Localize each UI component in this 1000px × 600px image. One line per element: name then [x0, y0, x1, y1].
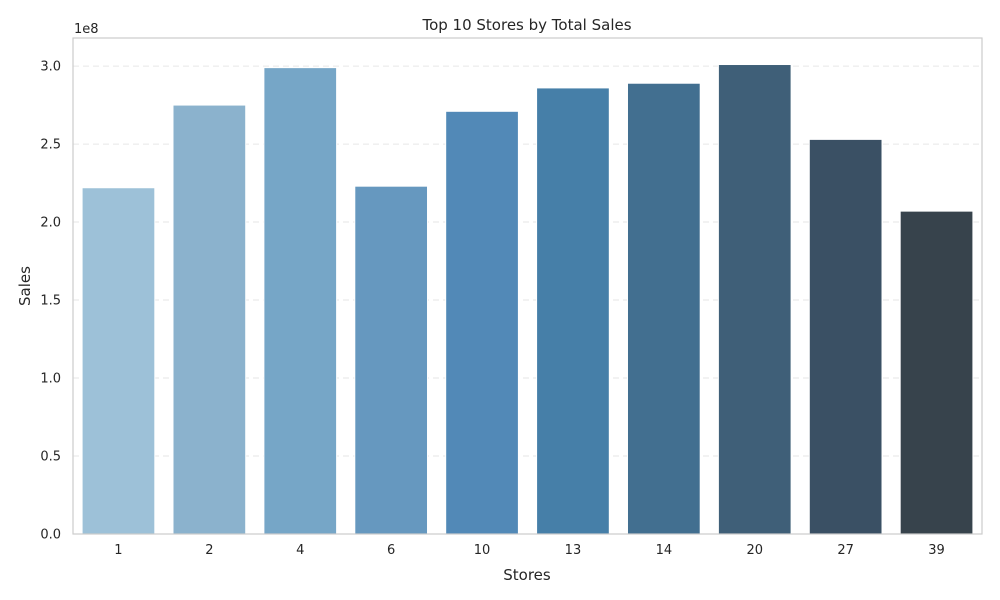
y-tick-label: 1.5: [40, 294, 61, 309]
bar-store-14: [626, 82, 701, 535]
y-tick-label: 2.0: [40, 216, 61, 231]
x-tick-label: 27: [837, 543, 854, 558]
x-tick-label: 4: [296, 543, 304, 558]
y-axis-label: Sales: [16, 266, 34, 306]
bars: [81, 64, 974, 535]
x-tick-label: 2: [205, 543, 213, 558]
y-axis-offset-label: 1e8: [74, 22, 99, 37]
y-tick-label: 2.5: [40, 138, 61, 153]
bar-store-2: [172, 104, 247, 535]
x-tick-label: 20: [746, 543, 763, 558]
bar-store-27: [808, 138, 883, 535]
x-axis-label: Stores: [503, 566, 551, 584]
x-tick-label: 14: [656, 543, 673, 558]
y-tick-labels: 0.0 0.5 1.0 1.5 2.0 2.5 3.0: [40, 60, 61, 543]
chart-title: Top 10 Stores by Total Sales: [421, 16, 631, 34]
plot-frame: [72, 37, 983, 535]
x-tick-labels: 1 2 4 6 10 13 14 20 27 39: [114, 543, 945, 558]
x-tick-label: 39: [928, 543, 945, 558]
bar-store-10: [445, 110, 519, 535]
bar-store-4: [263, 67, 338, 535]
x-tick-label: 6: [387, 543, 395, 558]
y-tick-label: 0.5: [40, 450, 61, 465]
bar-store-20: [717, 64, 792, 535]
x-tick-label: 13: [565, 543, 582, 558]
y-tick-label: 1.0: [40, 372, 61, 387]
x-tick-label: 1: [114, 543, 122, 558]
bar-store-6: [354, 185, 429, 535]
y-tick-label: 3.0: [40, 60, 61, 75]
bar-store-1: [81, 187, 156, 535]
bar-store-39: [899, 210, 974, 535]
x-tick-label: 10: [474, 543, 491, 558]
bar-store-13: [536, 87, 610, 535]
y-tick-label: 0.0: [40, 528, 61, 543]
